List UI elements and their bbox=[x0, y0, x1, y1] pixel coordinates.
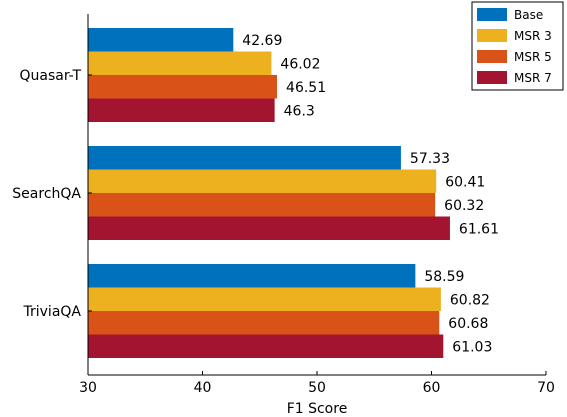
bars-layer bbox=[88, 28, 450, 358]
value-label: 42.69 bbox=[242, 33, 282, 49]
value-label: 46.51 bbox=[286, 80, 326, 96]
bar-triviaqa-msr-3 bbox=[88, 287, 441, 311]
bar-searchqa-msr-5 bbox=[88, 193, 436, 217]
value-label: 60.41 bbox=[445, 174, 485, 190]
x-ticks: 30 40 50 60 70 bbox=[79, 371, 555, 396]
category-label: Quasar-T bbox=[19, 68, 81, 84]
legend-label: Base bbox=[514, 8, 543, 22]
x-axis-label: F1 Score bbox=[287, 401, 348, 417]
legend-label: MSR 3 bbox=[514, 29, 552, 43]
value-label: 46.02 bbox=[280, 56, 320, 72]
legend-swatch bbox=[477, 29, 507, 42]
legend: Base MSR 3 MSR 5 MSR 7 bbox=[471, 1, 564, 91]
value-label: 61.03 bbox=[452, 339, 492, 355]
bar-quasar-t-msr-3 bbox=[88, 51, 272, 75]
bar-quasar-t-msr-7 bbox=[88, 98, 275, 122]
legend-swatch bbox=[477, 71, 507, 84]
legend-label: MSR 5 bbox=[514, 50, 552, 64]
bar-searchqa-msr-7 bbox=[88, 216, 450, 240]
category-label: SearchQA bbox=[12, 186, 81, 202]
bar-triviaqa-msr-5 bbox=[88, 311, 440, 335]
bar-triviaqa-msr-7 bbox=[88, 334, 444, 358]
category-labels: Quasar-T SearchQA TriviaQA bbox=[12, 68, 92, 320]
x-tick-label: 70 bbox=[537, 380, 555, 396]
bar-searchqa-msr-3 bbox=[88, 169, 437, 193]
value-label: 61.61 bbox=[459, 221, 499, 237]
value-label: 60.32 bbox=[444, 198, 484, 214]
x-tick-label: 50 bbox=[308, 380, 326, 396]
value-label: 46.3 bbox=[284, 103, 315, 119]
legend-swatch bbox=[477, 8, 507, 21]
category-label: TriviaQA bbox=[23, 304, 82, 320]
bar-triviaqa-base bbox=[88, 264, 416, 288]
x-tick-label: 60 bbox=[423, 380, 441, 396]
legend-swatch bbox=[477, 50, 507, 63]
value-label: 58.59 bbox=[424, 269, 464, 285]
value-label: 60.68 bbox=[448, 316, 488, 332]
value-labels-layer: 42.69 46.02 46.51 46.3 57.33 60.41 60.32 61.61 5… bbox=[242, 33, 499, 356]
bar-searchqa-base bbox=[88, 146, 401, 170]
value-label: 57.33 bbox=[410, 151, 450, 167]
bar-quasar-t-base bbox=[88, 28, 234, 52]
legend-label: MSR 7 bbox=[514, 71, 552, 85]
x-tick-label: 40 bbox=[194, 380, 212, 396]
bar-quasar-t-msr-5 bbox=[88, 75, 278, 99]
x-tick-label: 30 bbox=[79, 380, 97, 396]
value-label: 60.82 bbox=[450, 292, 490, 308]
